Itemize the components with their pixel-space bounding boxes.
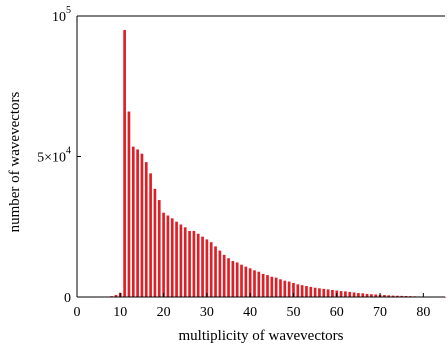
bar-69 (374, 294, 378, 297)
bar-11 (123, 30, 126, 298)
bar-44 (266, 275, 269, 297)
bar-19 (157, 200, 161, 297)
x-tick-label-50: 50 (286, 305, 300, 320)
x-tick-label-10: 10 (113, 305, 127, 320)
x-tick-label-40: 40 (243, 305, 257, 320)
x-tick-label-70: 70 (373, 305, 387, 320)
bar-74 (396, 295, 399, 297)
y-tick-label-0: 0 (64, 291, 71, 306)
bars-group (105, 30, 447, 298)
bar-66 (361, 293, 365, 297)
bar-27 (192, 230, 196, 297)
bar-72 (387, 295, 391, 297)
bar-24 (179, 224, 183, 297)
bar-68 (370, 294, 373, 297)
y-tick-label-100000: 105 (52, 5, 71, 25)
bar-38 (240, 264, 243, 297)
bar-25 (183, 227, 187, 297)
x-tick-label-30: 30 (200, 305, 214, 320)
bar-12 (127, 111, 131, 297)
bar-16 (144, 162, 148, 297)
y-ticks-group: 0 5×104 105 (37, 5, 81, 306)
bar-52 (300, 285, 304, 297)
bar-29 (201, 236, 204, 297)
x-tick-label-60: 60 (330, 305, 344, 320)
bar-33 (218, 250, 222, 297)
x-tick-label-80: 80 (416, 305, 430, 320)
bar-54 (309, 286, 313, 297)
bar-47 (279, 279, 282, 297)
x-tick-label-20: 20 (157, 305, 171, 320)
bar-46 (274, 277, 278, 297)
bar-57 (322, 288, 326, 297)
bar-28 (196, 233, 200, 297)
bar-65 (357, 293, 360, 297)
bar-62 (344, 291, 347, 297)
bar-13 (131, 146, 135, 297)
bar-61 (339, 291, 343, 297)
bar-71 (383, 295, 386, 297)
bar-22 (170, 218, 174, 297)
bar-45 (270, 276, 274, 297)
bar-63 (348, 291, 352, 297)
bar-59 (331, 289, 334, 297)
bar-48 (283, 280, 287, 297)
bar-64 (352, 292, 356, 297)
bar-17 (149, 173, 152, 297)
bar-73 (391, 295, 395, 297)
bar-53 (305, 286, 308, 297)
x-axis-title: multiplicity of wavevectors (179, 328, 344, 344)
bar-31 (209, 242, 213, 297)
bar-30 (205, 239, 209, 297)
bar-34 (222, 254, 226, 297)
bar-21 (166, 215, 170, 297)
bar-50 (292, 282, 295, 297)
x-ticks-group: 0 10 20 30 40 50 60 70 80 (74, 293, 430, 320)
bar-67 (365, 293, 369, 297)
bar-37 (235, 262, 239, 297)
bar-15 (140, 153, 144, 297)
bar-41 (253, 270, 256, 297)
bar-32 (214, 246, 217, 297)
bar-18 (153, 188, 157, 297)
bar-55 (313, 287, 317, 297)
bar-51 (296, 284, 300, 297)
bar-23 (175, 221, 178, 297)
bar-35 (227, 258, 230, 297)
bar-26 (188, 230, 191, 297)
bar-9 (114, 295, 118, 297)
bar-14 (136, 149, 139, 297)
bar-56 (318, 288, 321, 297)
bar-42 (257, 271, 261, 297)
bar-20 (162, 212, 165, 297)
bar-39 (244, 266, 248, 297)
bar-75 (400, 295, 404, 297)
bar-36 (231, 261, 235, 297)
x-tick-label-0: 0 (74, 305, 81, 320)
y-axis-title: number of wavevectors (7, 91, 23, 232)
bar-43 (261, 273, 265, 297)
y-tick-label-50000: 5×104 (37, 146, 71, 166)
bar-58 (326, 289, 330, 297)
bar-49 (287, 281, 291, 297)
bar-40 (248, 268, 252, 297)
